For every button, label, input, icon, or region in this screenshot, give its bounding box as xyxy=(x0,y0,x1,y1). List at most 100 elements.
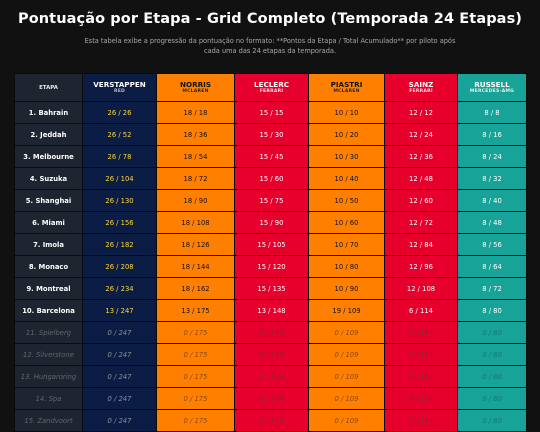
table-row: 15. Zandvoort 0 / 247 0 / 175 0 / 148 0 … xyxy=(14,409,527,432)
team-name: MCLAREN xyxy=(333,89,360,94)
stage-column-header: ETAPA xyxy=(14,73,83,102)
score-cell: 8 / 56 xyxy=(457,233,527,256)
table-row: 2. Jeddah 26 / 52 18 / 36 15 / 30 10 / 2… xyxy=(14,123,527,146)
stage-cell: 7. Imola xyxy=(14,233,83,256)
score-cell: 18 / 144 xyxy=(156,255,235,278)
stage-cell: 9. Montreal xyxy=(14,277,83,300)
score-cell: 12 / 36 xyxy=(384,145,458,168)
header-row: ETAPA VERSTAPPEN RED NORRIS MCLAREN LECL… xyxy=(14,73,527,102)
team-name: MERCEDES-AMG xyxy=(469,89,515,94)
score-cell: 0 / 148 xyxy=(234,387,309,410)
score-cell: 10 / 40 xyxy=(308,167,385,190)
score-cell: 12 / 60 xyxy=(384,189,458,212)
score-cell: 0 / 80 xyxy=(457,321,527,344)
score-cell: 26 / 104 xyxy=(82,167,157,190)
score-cell: 0 / 114 xyxy=(384,409,458,432)
score-cell: 13 / 148 xyxy=(234,299,309,322)
score-cell: 8 / 80 xyxy=(457,299,527,322)
table-row: 11. Spielberg 0 / 247 0 / 175 0 / 148 0 … xyxy=(14,321,527,344)
score-cell: 10 / 90 xyxy=(308,277,385,300)
driver-name: RUSSELL xyxy=(474,80,510,89)
score-cell: 0 / 114 xyxy=(384,343,458,366)
driver-name: VERSTAPPEN xyxy=(93,80,146,89)
score-cell: 0 / 175 xyxy=(156,343,235,366)
stage-cell: 6. Miami xyxy=(14,211,83,234)
score-cell: 10 / 50 xyxy=(308,189,385,212)
score-grid-container: ETAPA VERSTAPPEN RED NORRIS MCLAREN LECL… xyxy=(14,73,527,432)
stage-cell: 2. Jeddah xyxy=(14,123,83,146)
score-cell: 8 / 24 xyxy=(457,145,527,168)
table-row: 8. Monaco 26 / 208 18 / 144 15 / 120 10 … xyxy=(14,255,527,278)
score-cell: 18 / 72 xyxy=(156,167,235,190)
page-title: Pontuação por Etapa - Grid Completo (Tem… xyxy=(17,11,523,27)
score-cell: 12 / 48 xyxy=(384,167,458,190)
score-cell: 0 / 148 xyxy=(234,409,309,432)
score-cell: 15 / 90 xyxy=(234,211,309,234)
score-cell: 15 / 105 xyxy=(234,233,309,256)
score-cell: 10 / 80 xyxy=(308,255,385,278)
table-row: 7. Imola 26 / 182 18 / 126 15 / 105 10 /… xyxy=(14,233,527,256)
table-row: 14. Spa 0 / 247 0 / 175 0 / 148 0 / 109 … xyxy=(14,387,527,410)
score-cell: 13 / 247 xyxy=(82,299,157,322)
score-cell: 10 / 20 xyxy=(308,123,385,146)
score-cell: 0 / 148 xyxy=(234,343,309,366)
score-cell: 18 / 108 xyxy=(156,211,235,234)
score-cell: 26 / 182 xyxy=(82,233,157,256)
score-cell: 8 / 48 xyxy=(457,211,527,234)
table-row: 4. Suzuka 26 / 104 18 / 72 15 / 60 10 / … xyxy=(14,167,527,190)
score-cell: 0 / 247 xyxy=(82,387,157,410)
score-cell: 0 / 109 xyxy=(308,387,385,410)
driver-header-norris: NORRIS MCLAREN xyxy=(156,73,235,102)
score-cell: 0 / 175 xyxy=(156,409,235,432)
score-cell: 0 / 109 xyxy=(308,365,385,388)
score-cell: 15 / 30 xyxy=(234,123,309,146)
driver-name: LECLERC xyxy=(253,80,290,89)
score-cell: 0 / 247 xyxy=(82,321,157,344)
score-cell: 18 / 162 xyxy=(156,277,235,300)
table-row: 1. Bahrain 26 / 26 18 / 18 15 / 15 10 / … xyxy=(14,101,527,124)
score-cell: 8 / 72 xyxy=(457,277,527,300)
driver-header-verstappen: VERSTAPPEN RED xyxy=(82,73,157,102)
score-cell: 8 / 40 xyxy=(457,189,527,212)
score-cell: 0 / 109 xyxy=(308,321,385,344)
driver-header-sainz: SAINZ FERRARI xyxy=(384,73,458,102)
score-cell: 10 / 60 xyxy=(308,211,385,234)
score-cell: 26 / 156 xyxy=(82,211,157,234)
table-row: 6. Miami 26 / 156 18 / 108 15 / 90 10 / … xyxy=(14,211,527,234)
score-cell: 13 / 175 xyxy=(156,299,235,322)
score-cell: 0 / 80 xyxy=(457,409,527,432)
team-name: MCLAREN xyxy=(182,89,209,94)
score-cell: 15 / 75 xyxy=(234,189,309,212)
score-cell: 12 / 24 xyxy=(384,123,458,146)
driver-name: NORRIS xyxy=(179,80,212,89)
score-cell: 18 / 126 xyxy=(156,233,235,256)
stage-cell: 11. Spielberg xyxy=(14,321,83,344)
team-name: FERRARI xyxy=(409,89,433,94)
score-cell: 18 / 90 xyxy=(156,189,235,212)
score-cell: 8 / 64 xyxy=(457,255,527,278)
score-cell: 0 / 247 xyxy=(82,409,157,432)
score-cell: 10 / 10 xyxy=(308,101,385,124)
team-name: RED xyxy=(113,89,126,94)
score-cell: 26 / 78 xyxy=(82,145,157,168)
score-cell: 0 / 109 xyxy=(308,343,385,366)
stage-cell: 10. Barcelona xyxy=(14,299,83,322)
table-row: 9. Montreal 26 / 234 18 / 162 15 / 135 1… xyxy=(14,277,527,300)
score-cell: 18 / 36 xyxy=(156,123,235,146)
driver-name: SAINZ xyxy=(408,80,434,89)
score-cell: 0 / 175 xyxy=(156,387,235,410)
score-cell: 8 / 8 xyxy=(457,101,527,124)
score-cell: 10 / 70 xyxy=(308,233,385,256)
score-cell: 26 / 52 xyxy=(82,123,157,146)
driver-name: PIASTRI xyxy=(330,80,363,89)
score-cell: 8 / 16 xyxy=(457,123,527,146)
score-cell: 0 / 247 xyxy=(82,365,157,388)
table-row: 12. Silverstone 0 / 247 0 / 175 0 / 148 … xyxy=(14,343,527,366)
table-row: 3. Melbourne 26 / 78 18 / 54 15 / 45 10 … xyxy=(14,145,527,168)
score-cell: 0 / 80 xyxy=(457,387,527,410)
score-cell: 0 / 148 xyxy=(234,365,309,388)
score-cell: 15 / 120 xyxy=(234,255,309,278)
score-cell: 0 / 114 xyxy=(384,365,458,388)
team-name: FERRARI xyxy=(259,89,284,94)
stage-cell: 12. Silverstone xyxy=(14,343,83,366)
